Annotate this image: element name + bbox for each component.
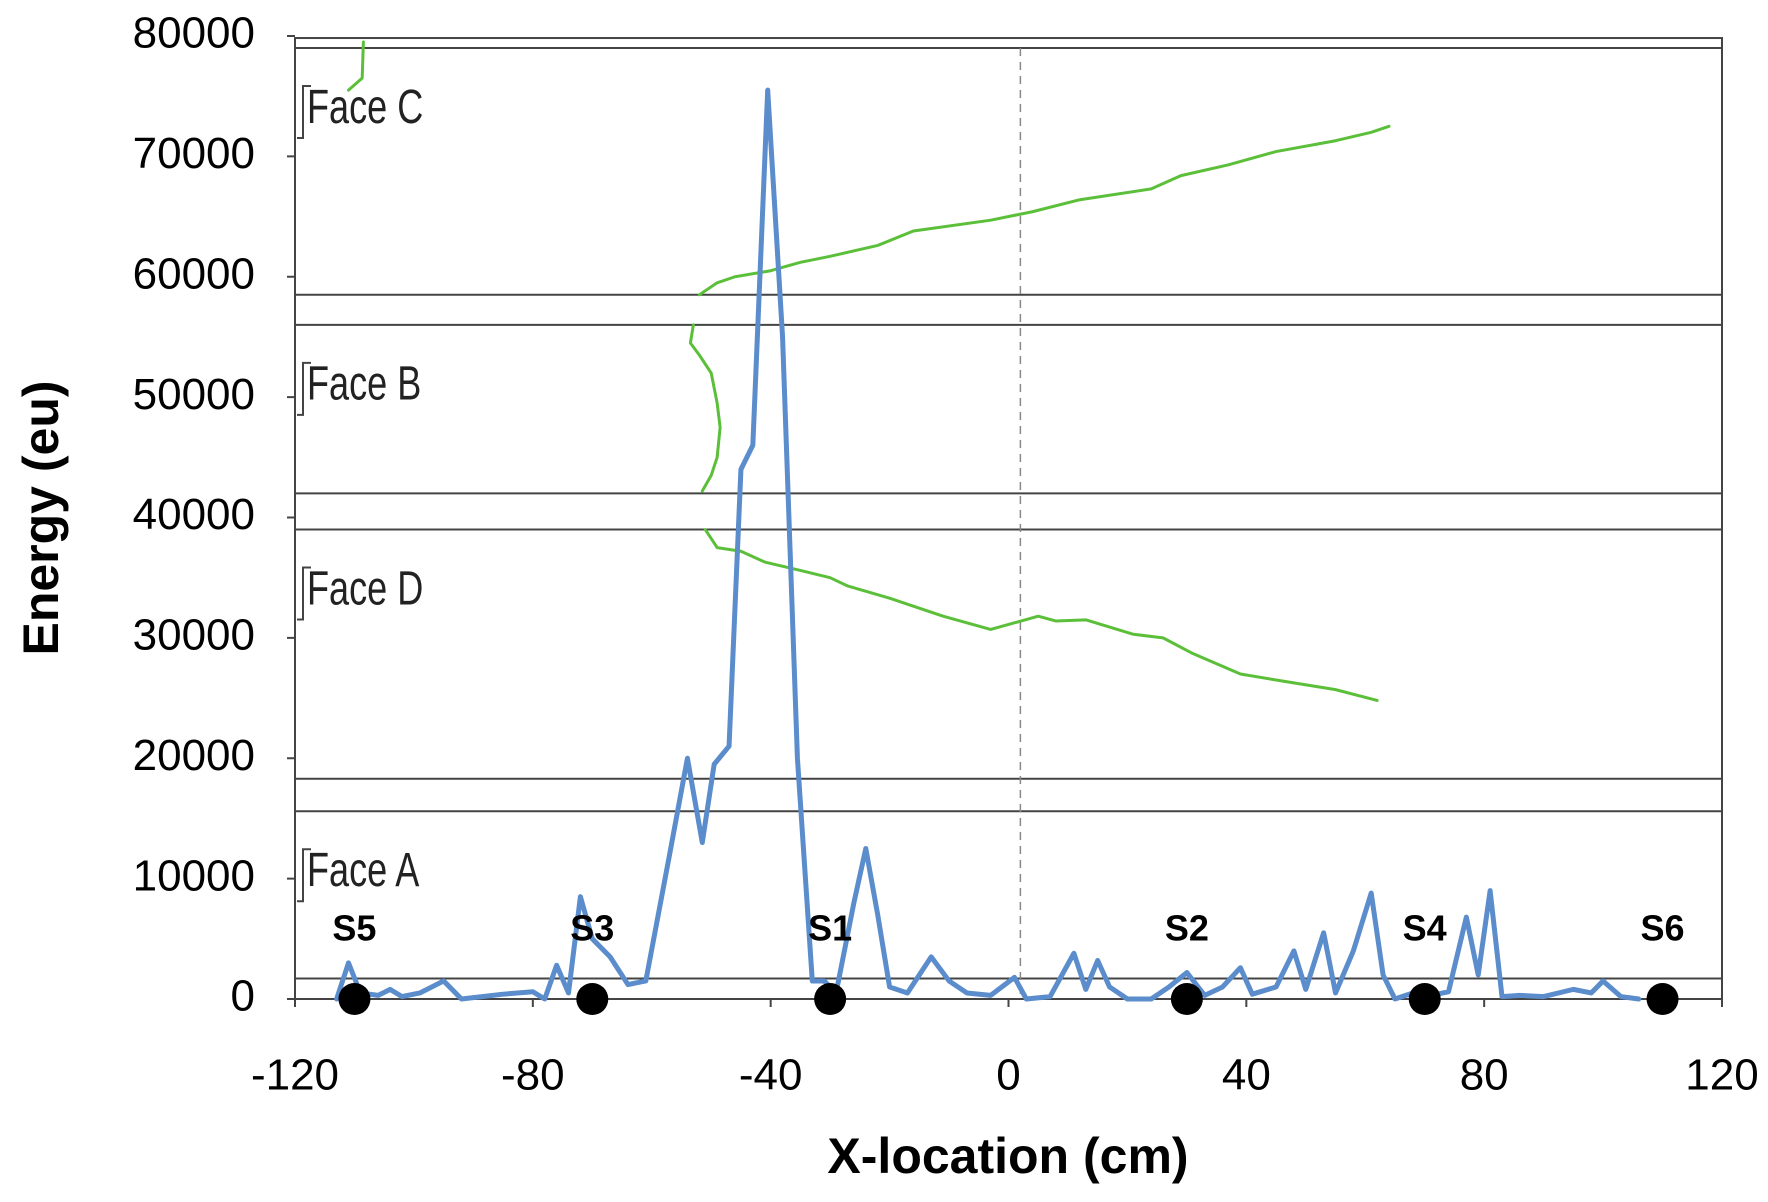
plot-frame <box>294 37 1723 1001</box>
sensor-label: S6 <box>1641 908 1685 949</box>
sensor-point <box>1170 983 1203 1015</box>
x-tick-label: 80 <box>1460 1051 1509 1100</box>
y-axis-title: Energy (eu) <box>13 380 69 655</box>
x-tick-label: -80 <box>501 1051 565 1100</box>
sensor-point <box>814 983 847 1015</box>
face-label: Face B <box>307 357 421 411</box>
y-tick-label: 0 <box>231 972 255 1021</box>
face-bracket <box>297 566 311 621</box>
y-tick-label: 70000 <box>133 129 255 178</box>
sensor-point <box>338 983 371 1015</box>
series-line <box>334 87 1642 1002</box>
y-tick-label: 40000 <box>133 490 255 539</box>
x-axis-title: X-location (cm) <box>827 1128 1188 1184</box>
face-bracket <box>297 85 311 140</box>
face-label: Face C <box>307 80 423 134</box>
y-tick-label: 60000 <box>133 249 255 298</box>
x-tick-label: 0 <box>996 1051 1020 1100</box>
sensor-point <box>576 983 609 1015</box>
y-tick-label: 30000 <box>133 611 255 660</box>
face-label: Face D <box>307 561 423 615</box>
sensor-label: S2 <box>1165 908 1209 949</box>
x-tick-label: -40 <box>739 1051 803 1100</box>
y-tick-label: 80000 <box>133 9 255 58</box>
sensor-point <box>1646 983 1679 1015</box>
face-bracket <box>297 361 311 416</box>
y-tick-label: 20000 <box>133 731 255 780</box>
y-tick-label: 50000 <box>133 370 255 419</box>
series-line <box>347 40 1391 702</box>
sensor-point <box>1408 983 1441 1015</box>
sensor-label: S1 <box>808 908 852 949</box>
sensor-label: S4 <box>1403 908 1447 949</box>
y-tick-label: 10000 <box>133 851 255 900</box>
sensor-label: S3 <box>570 908 614 949</box>
face-bracket <box>297 848 311 903</box>
x-tick-label: -120 <box>251 1051 339 1100</box>
sensor-label: S5 <box>332 908 376 949</box>
x-tick-label: 40 <box>1222 1051 1271 1100</box>
x-tick-label: 120 <box>1685 1051 1758 1100</box>
face-label: Face A <box>307 843 420 897</box>
